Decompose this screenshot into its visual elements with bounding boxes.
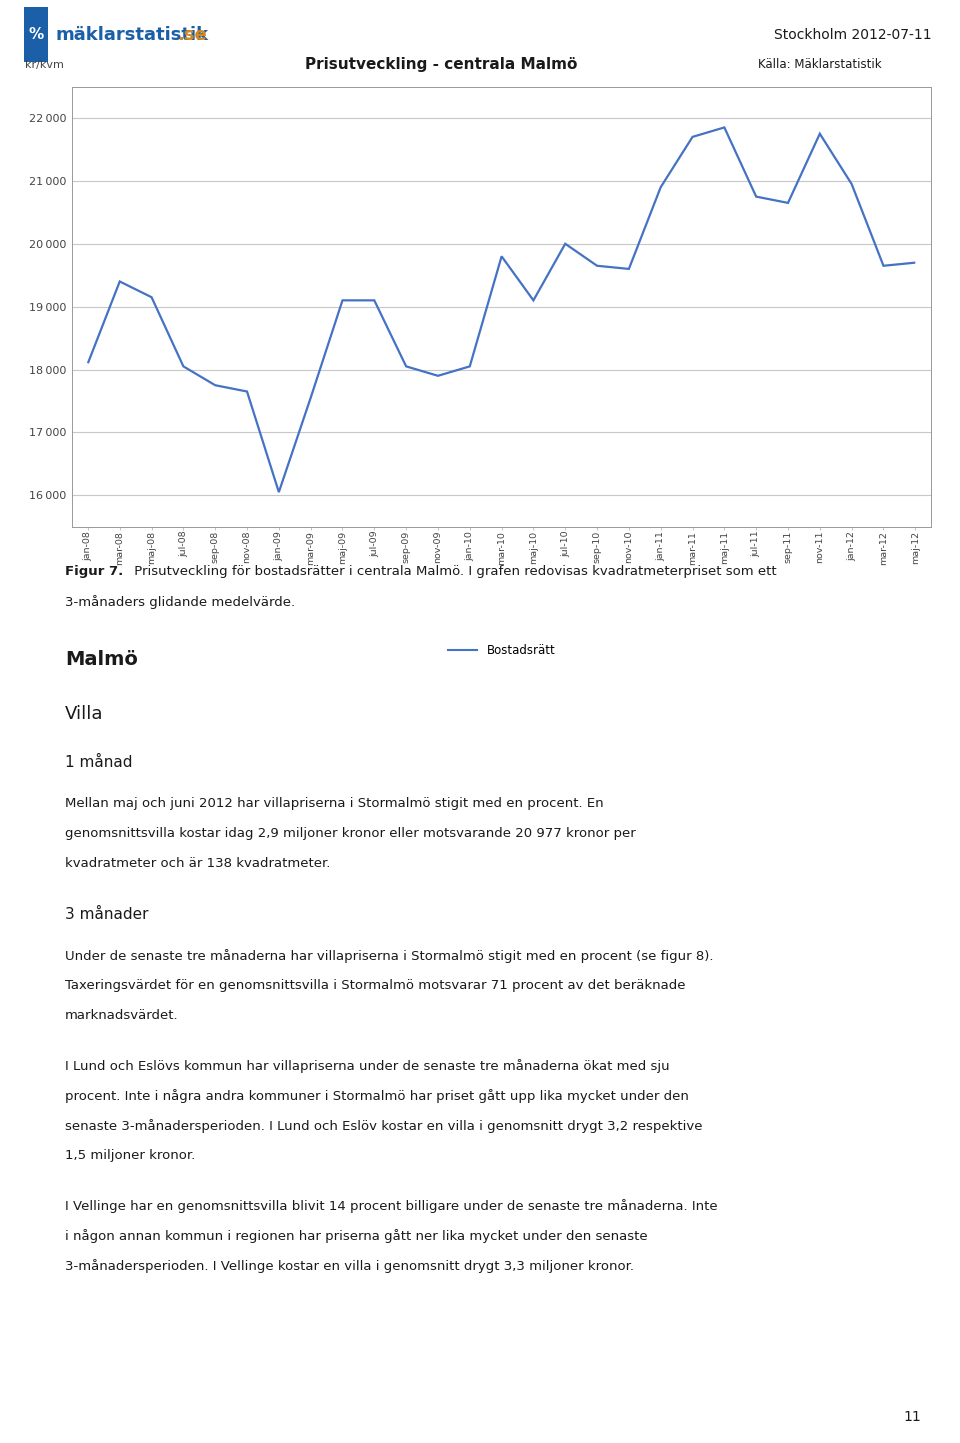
Text: 1 månad: 1 månad [65,755,132,771]
Text: kr/kvm: kr/kvm [25,59,63,69]
Text: Källa: Mäklarstatistik: Källa: Mäklarstatistik [757,58,881,71]
Text: Villa: Villa [65,706,104,723]
Text: 11: 11 [904,1410,922,1424]
Text: 3-månaders glidande medelvärde.: 3-månaders glidande medelvärde. [65,595,295,609]
Text: I Vellinge har en genomsnittsvilla blivit 14 procent billigare under de senaste : I Vellinge har en genomsnittsvilla blivi… [65,1199,718,1214]
Text: Figur 7.: Figur 7. [65,566,123,579]
Text: kvadratmeter och är 138 kvadratmeter.: kvadratmeter och är 138 kvadratmeter. [65,857,330,870]
Text: Taxeringsvärdet för en genomsnittsvilla i Stormalmö motsvarar 71 procent av det : Taxeringsvärdet för en genomsnittsvilla … [65,978,685,991]
Text: .se: .se [177,26,206,43]
Text: 3 månader: 3 månader [65,908,149,922]
Text: mäklarstatistik: mäklarstatistik [56,26,209,43]
Text: 1,5 miljoner kronor.: 1,5 miljoner kronor. [65,1149,195,1162]
Text: marknadsvärdet.: marknadsvärdet. [65,1009,179,1022]
Text: Prisutveckling för bostadsrätter i centrala Malmö. I grafen redovisas kvadratmet: Prisutveckling för bostadsrätter i centr… [130,566,777,579]
Text: I Lund och Eslövs kommun har villapriserna under de senaste tre månaderna ökat m: I Lund och Eslövs kommun har villapriser… [65,1059,670,1074]
FancyBboxPatch shape [24,7,48,62]
Text: i någon annan kommun i regionen har priserna gått ner lika mycket under den sena: i någon annan kommun i regionen har pris… [65,1229,648,1242]
Text: Stockholm 2012-07-11: Stockholm 2012-07-11 [774,27,931,42]
Text: genomsnittsvilla kostar idag 2,9 miljoner kronor eller motsvarande 20 977 kronor: genomsnittsvilla kostar idag 2,9 miljone… [65,827,636,840]
Text: 3-månadersperioden. I Vellinge kostar en villa i genomsnitt drygt 3,3 miljoner k: 3-månadersperioden. I Vellinge kostar en… [65,1258,634,1273]
Text: senaste 3-månadersperioden. I Lund och Eslöv kostar en villa i genomsnitt drygt : senaste 3-månadersperioden. I Lund och E… [65,1118,703,1133]
Text: %: % [29,27,44,42]
Text: procent. Inte i några andra kommuner i Stormalmö har priset gått upp lika mycket: procent. Inte i några andra kommuner i S… [65,1089,689,1102]
Text: Mellan maj och juni 2012 har villapriserna i Stormalmö stigit med en procent. En: Mellan maj och juni 2012 har villapriser… [65,797,604,810]
Text: Prisutveckling - centrala Malmö: Prisutveckling - centrala Malmö [305,58,578,72]
Text: Malmö: Malmö [65,649,138,670]
Text: Under de senaste tre månaderna har villapriserna i Stormalmö stigit med en proce: Under de senaste tre månaderna har villa… [65,949,713,962]
Legend: Bostadsrätt: Bostadsrätt [443,639,561,662]
